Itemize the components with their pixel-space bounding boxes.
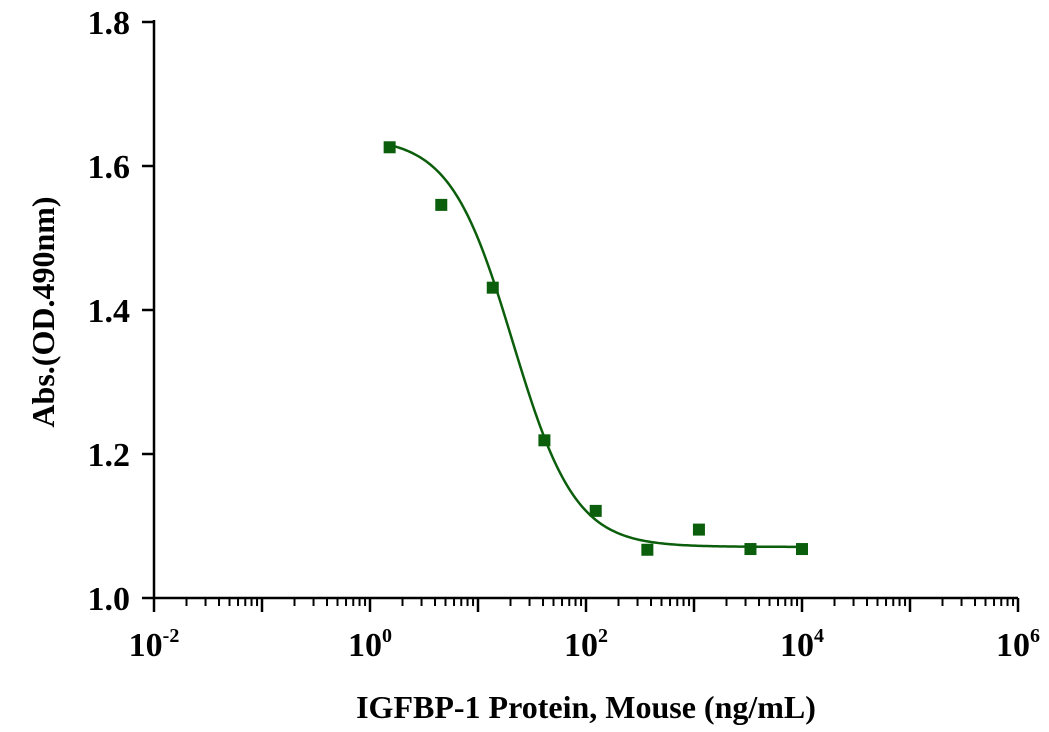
y-tick-label: 1.0 bbox=[88, 581, 131, 618]
x-tick-label-group: 100 bbox=[348, 625, 392, 664]
data-point bbox=[538, 434, 551, 447]
data-point bbox=[744, 543, 757, 556]
data-points bbox=[383, 141, 808, 556]
y-tick-label: 1.2 bbox=[88, 437, 131, 474]
data-point bbox=[383, 141, 396, 154]
fit-curve-group bbox=[389, 143, 802, 549]
x-tick-label: 102 bbox=[564, 625, 608, 664]
y-axis-title: Abs.(OD.490nm) bbox=[25, 196, 61, 427]
y-tick-label: 1.6 bbox=[88, 149, 131, 186]
data-point bbox=[589, 504, 602, 517]
data-point bbox=[641, 543, 654, 556]
x-tick-label-group: 102 bbox=[564, 625, 608, 664]
y-axis: 1.0 1.2 1.4 1.6 1.8 bbox=[88, 5, 156, 618]
data-point bbox=[435, 198, 448, 211]
x-tick-label-group: 104 bbox=[780, 625, 824, 664]
x-axis-title: IGFBP-1 Protein, Mouse (ng/mL) bbox=[356, 689, 816, 725]
data-point bbox=[692, 523, 705, 536]
x-tick-label: 10-2 bbox=[129, 625, 180, 664]
data-point bbox=[796, 543, 808, 556]
data-point bbox=[486, 281, 499, 294]
x-tick-label: 104 bbox=[780, 625, 824, 664]
fit-curve bbox=[389, 143, 802, 549]
y-tick-label: 1.8 bbox=[88, 5, 131, 42]
y-tick-label: 1.4 bbox=[88, 293, 131, 330]
x-axis: 10-2 100 102 104 106 bbox=[129, 596, 1040, 664]
x-tick-label: 100 bbox=[348, 625, 392, 664]
x-tick-label-group: 10-2 bbox=[129, 625, 180, 664]
x-tick-label-group: 106 bbox=[996, 625, 1040, 664]
x-tick-label: 106 bbox=[996, 625, 1040, 664]
